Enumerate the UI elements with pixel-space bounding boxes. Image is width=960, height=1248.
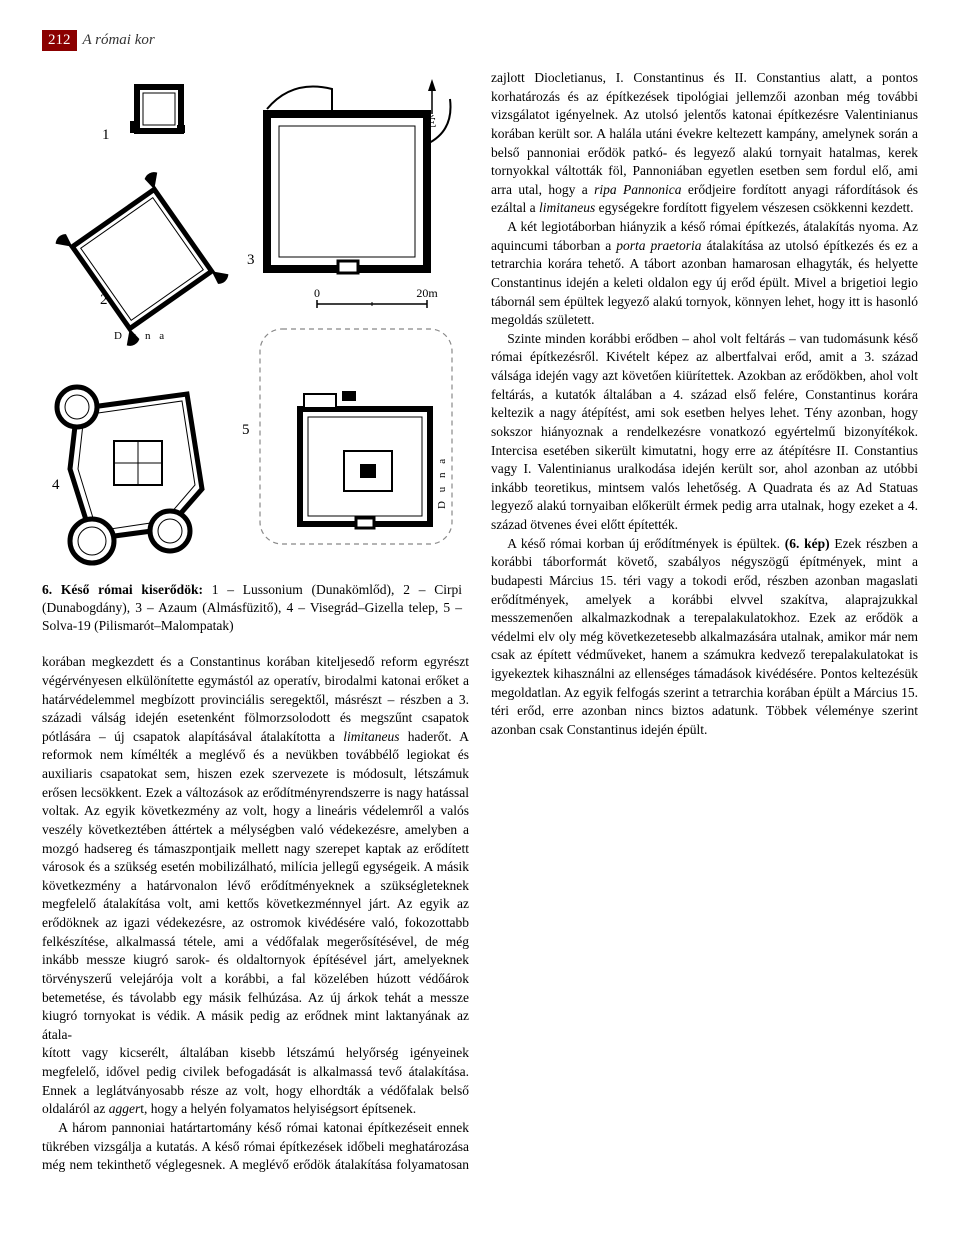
para-right-3: A két legiotáborban hiányzik a késő róma… <box>491 218 918 330</box>
label-1: 1 <box>102 127 110 143</box>
para-right-1: kított vagy kicserélt, általában kisebb … <box>42 1044 469 1119</box>
para-right-5: A késő római korban új erődítmények is é… <box>491 535 918 740</box>
duna-label-2: D u n a <box>436 456 448 509</box>
page-number: 212 <box>42 30 77 51</box>
label-3: 3 <box>247 252 255 268</box>
figure-caption: 6. Késő római kiserődök: 1 – Lussonium (… <box>42 581 462 636</box>
label-2: 2 <box>100 292 108 308</box>
duna-label-1: D u n a <box>114 330 167 342</box>
fort-1: 1 <box>102 87 185 143</box>
scale-20: 20m <box>416 286 438 300</box>
scale-0: 0 <box>314 286 320 300</box>
fort-plans-diagram: É 1 <box>42 69 462 569</box>
caption-lead: 6. Késő római kiserődök: <box>42 582 203 597</box>
label-5: 5 <box>242 422 250 438</box>
figure-6: É 1 <box>42 69 462 645</box>
page-header: 212 A római kor <box>42 30 918 51</box>
fort-3: 3 <box>247 87 451 274</box>
scale-bar: 0 20m <box>314 286 438 308</box>
fort-2 <box>53 169 230 348</box>
label-4: 4 <box>52 477 60 493</box>
fort-5: 5 D u n a <box>242 329 452 544</box>
para-right-4: Szinte minden korábbi erődben – ahol vol… <box>491 330 918 535</box>
running-title: A római kor <box>83 32 155 49</box>
fort-4: 4 <box>52 387 202 563</box>
